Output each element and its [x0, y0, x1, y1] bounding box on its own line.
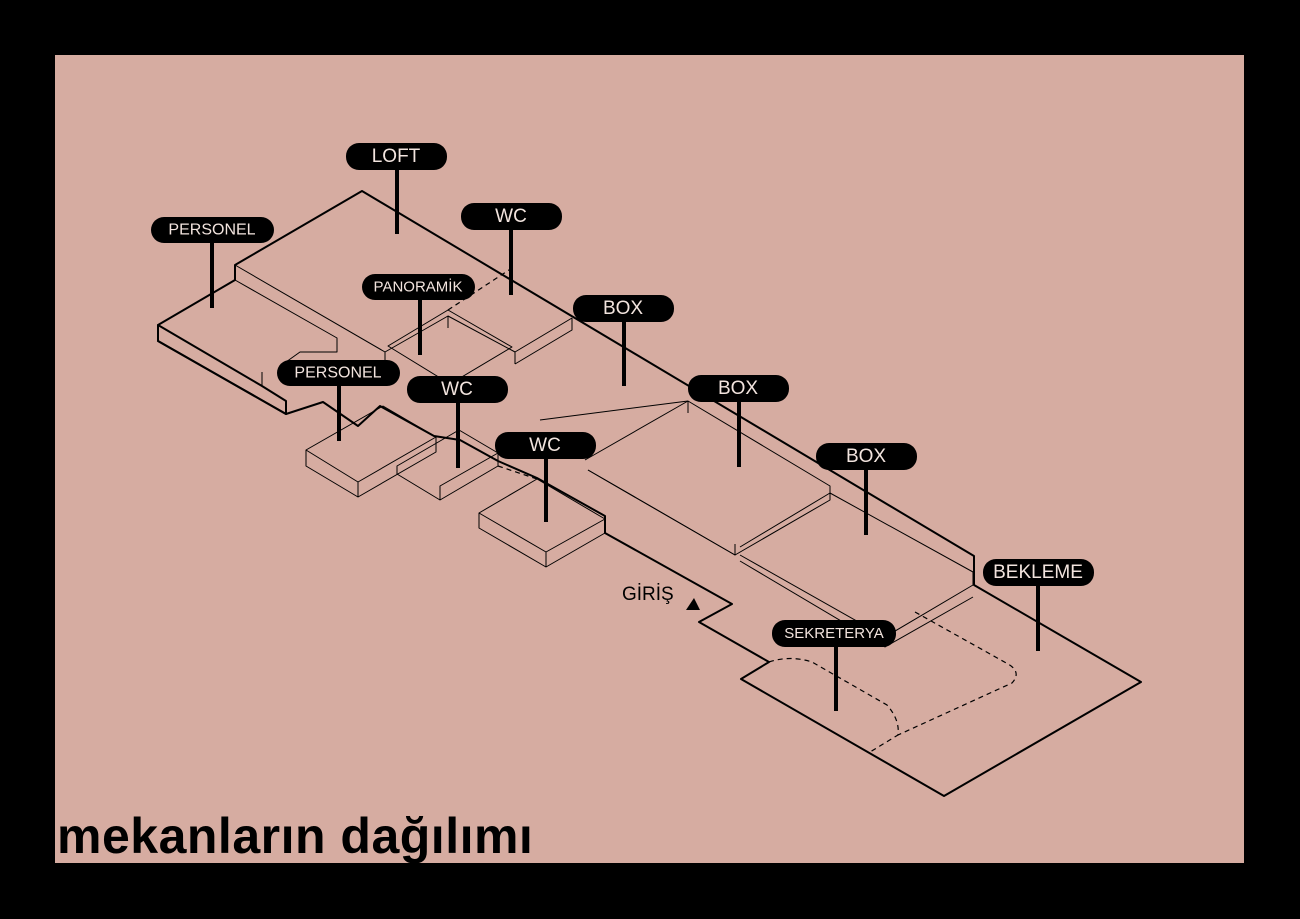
svg-text:WC: WC [441, 379, 473, 400]
building-outline [157, 190, 1142, 797]
label-box-1: BOX [573, 295, 674, 322]
svg-text:PANORAMİK: PANORAMİK [374, 278, 463, 296]
label-personel-lower: PERSONEL [277, 360, 400, 386]
svg-text:BOX: BOX [603, 298, 643, 319]
entry-arrow-icon [686, 598, 700, 610]
entry-marker: GİRİŞ [622, 584, 700, 610]
label-poles [210, 168, 1040, 711]
svg-text:WC: WC [529, 435, 561, 456]
svg-text:BEKLEME: BEKLEME [993, 562, 1083, 583]
svg-text:LOFT: LOFT [372, 146, 421, 167]
label-box-3: BOX [816, 443, 917, 470]
reception-zones [768, 611, 1017, 753]
label-bekleme: BEKLEME [983, 559, 1094, 586]
label-loft: LOFT [346, 143, 447, 170]
svg-text:BOX: BOX [846, 446, 886, 467]
label-wc-middle: WC [407, 376, 508, 403]
svg-text:PERSONEL: PERSONEL [168, 222, 255, 239]
label-wc-lower: WC [495, 432, 596, 459]
label-wc-upper: WC [461, 203, 562, 230]
entry-label: GİRİŞ [622, 584, 674, 605]
page-title: mekanların dağılımı [57, 808, 534, 864]
label-box-2: BOX [688, 375, 789, 402]
personel-block-left [234, 264, 386, 386]
lower-rooms [305, 405, 606, 568]
diagram-panel [55, 55, 1244, 863]
svg-text:PERSONEL: PERSONEL [294, 365, 381, 382]
label-personel-upper: PERSONEL [151, 217, 274, 243]
svg-text:WC: WC [495, 206, 527, 227]
label-panoramik: PANORAMİK [362, 274, 475, 300]
svg-text:BOX: BOX [718, 378, 758, 399]
label-sekreterya: SEKRETERYA [772, 620, 896, 647]
svg-text:SEKRETERYA: SEKRETERYA [784, 625, 883, 642]
